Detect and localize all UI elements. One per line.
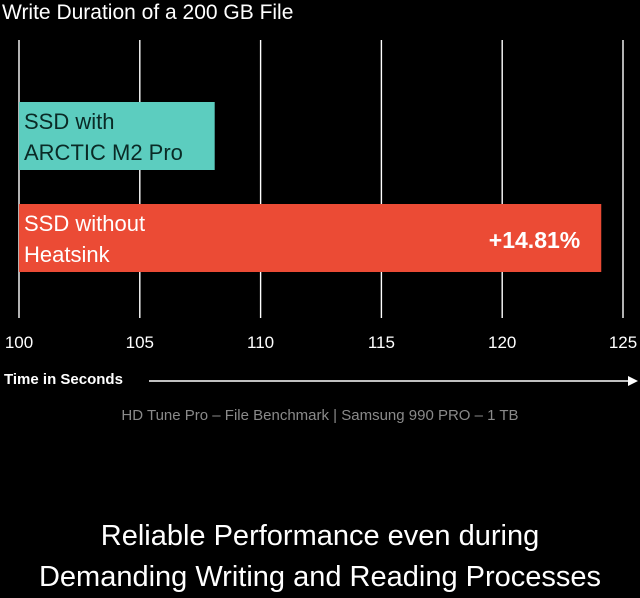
bar-chart: SSD with ARCTIC M2 Pro SSD without Heatsink…: [5, 40, 638, 386]
x-tick-label-100: 100: [5, 333, 33, 352]
x-tick-label-105: 105: [126, 333, 154, 352]
x-tick-label-120: 120: [488, 333, 516, 352]
source-note: HD Tune Pro – File Benchmark | Samsung 9…: [121, 407, 519, 424]
bar-label-1-line-2: ARCTIC M2 Pro: [24, 140, 183, 165]
caption-line-2: Demanding Writing and Reading Processes: [38, 561, 602, 593]
caption-line-1: Reliable Performance even during: [100, 520, 540, 552]
bar-label-1-line-1: SSD with: [24, 109, 114, 134]
bar-2: [19, 204, 602, 272]
x-tick-label-110: 110: [247, 333, 274, 352]
arrow-head-icon: [628, 376, 638, 386]
x-axis-label: Time in Seconds: [4, 371, 123, 388]
bars: SSD with ARCTIC M2 Pro SSD without Heatsink…: [19, 102, 602, 272]
bar-1: [19, 102, 215, 170]
gridlines: [18, 40, 624, 318]
bar-label-2-line-2: Heatsink: [24, 242, 111, 267]
x-tick-label-125: 125: [609, 333, 637, 352]
bar-label-2-line-1: SSD without: [24, 211, 145, 236]
caption: Reliable Performance even during Demandi…: [0, 516, 640, 598]
x-tick-labels: 100 105 110 115 120 125: [5, 333, 637, 352]
bar-annotation-2: +14.81%: [489, 227, 580, 253]
x-tick-label-115: 115: [368, 333, 395, 352]
chart-title: Write Duration of a 200 GB File: [2, 1, 294, 24]
x-axis-arrow: [149, 376, 638, 386]
